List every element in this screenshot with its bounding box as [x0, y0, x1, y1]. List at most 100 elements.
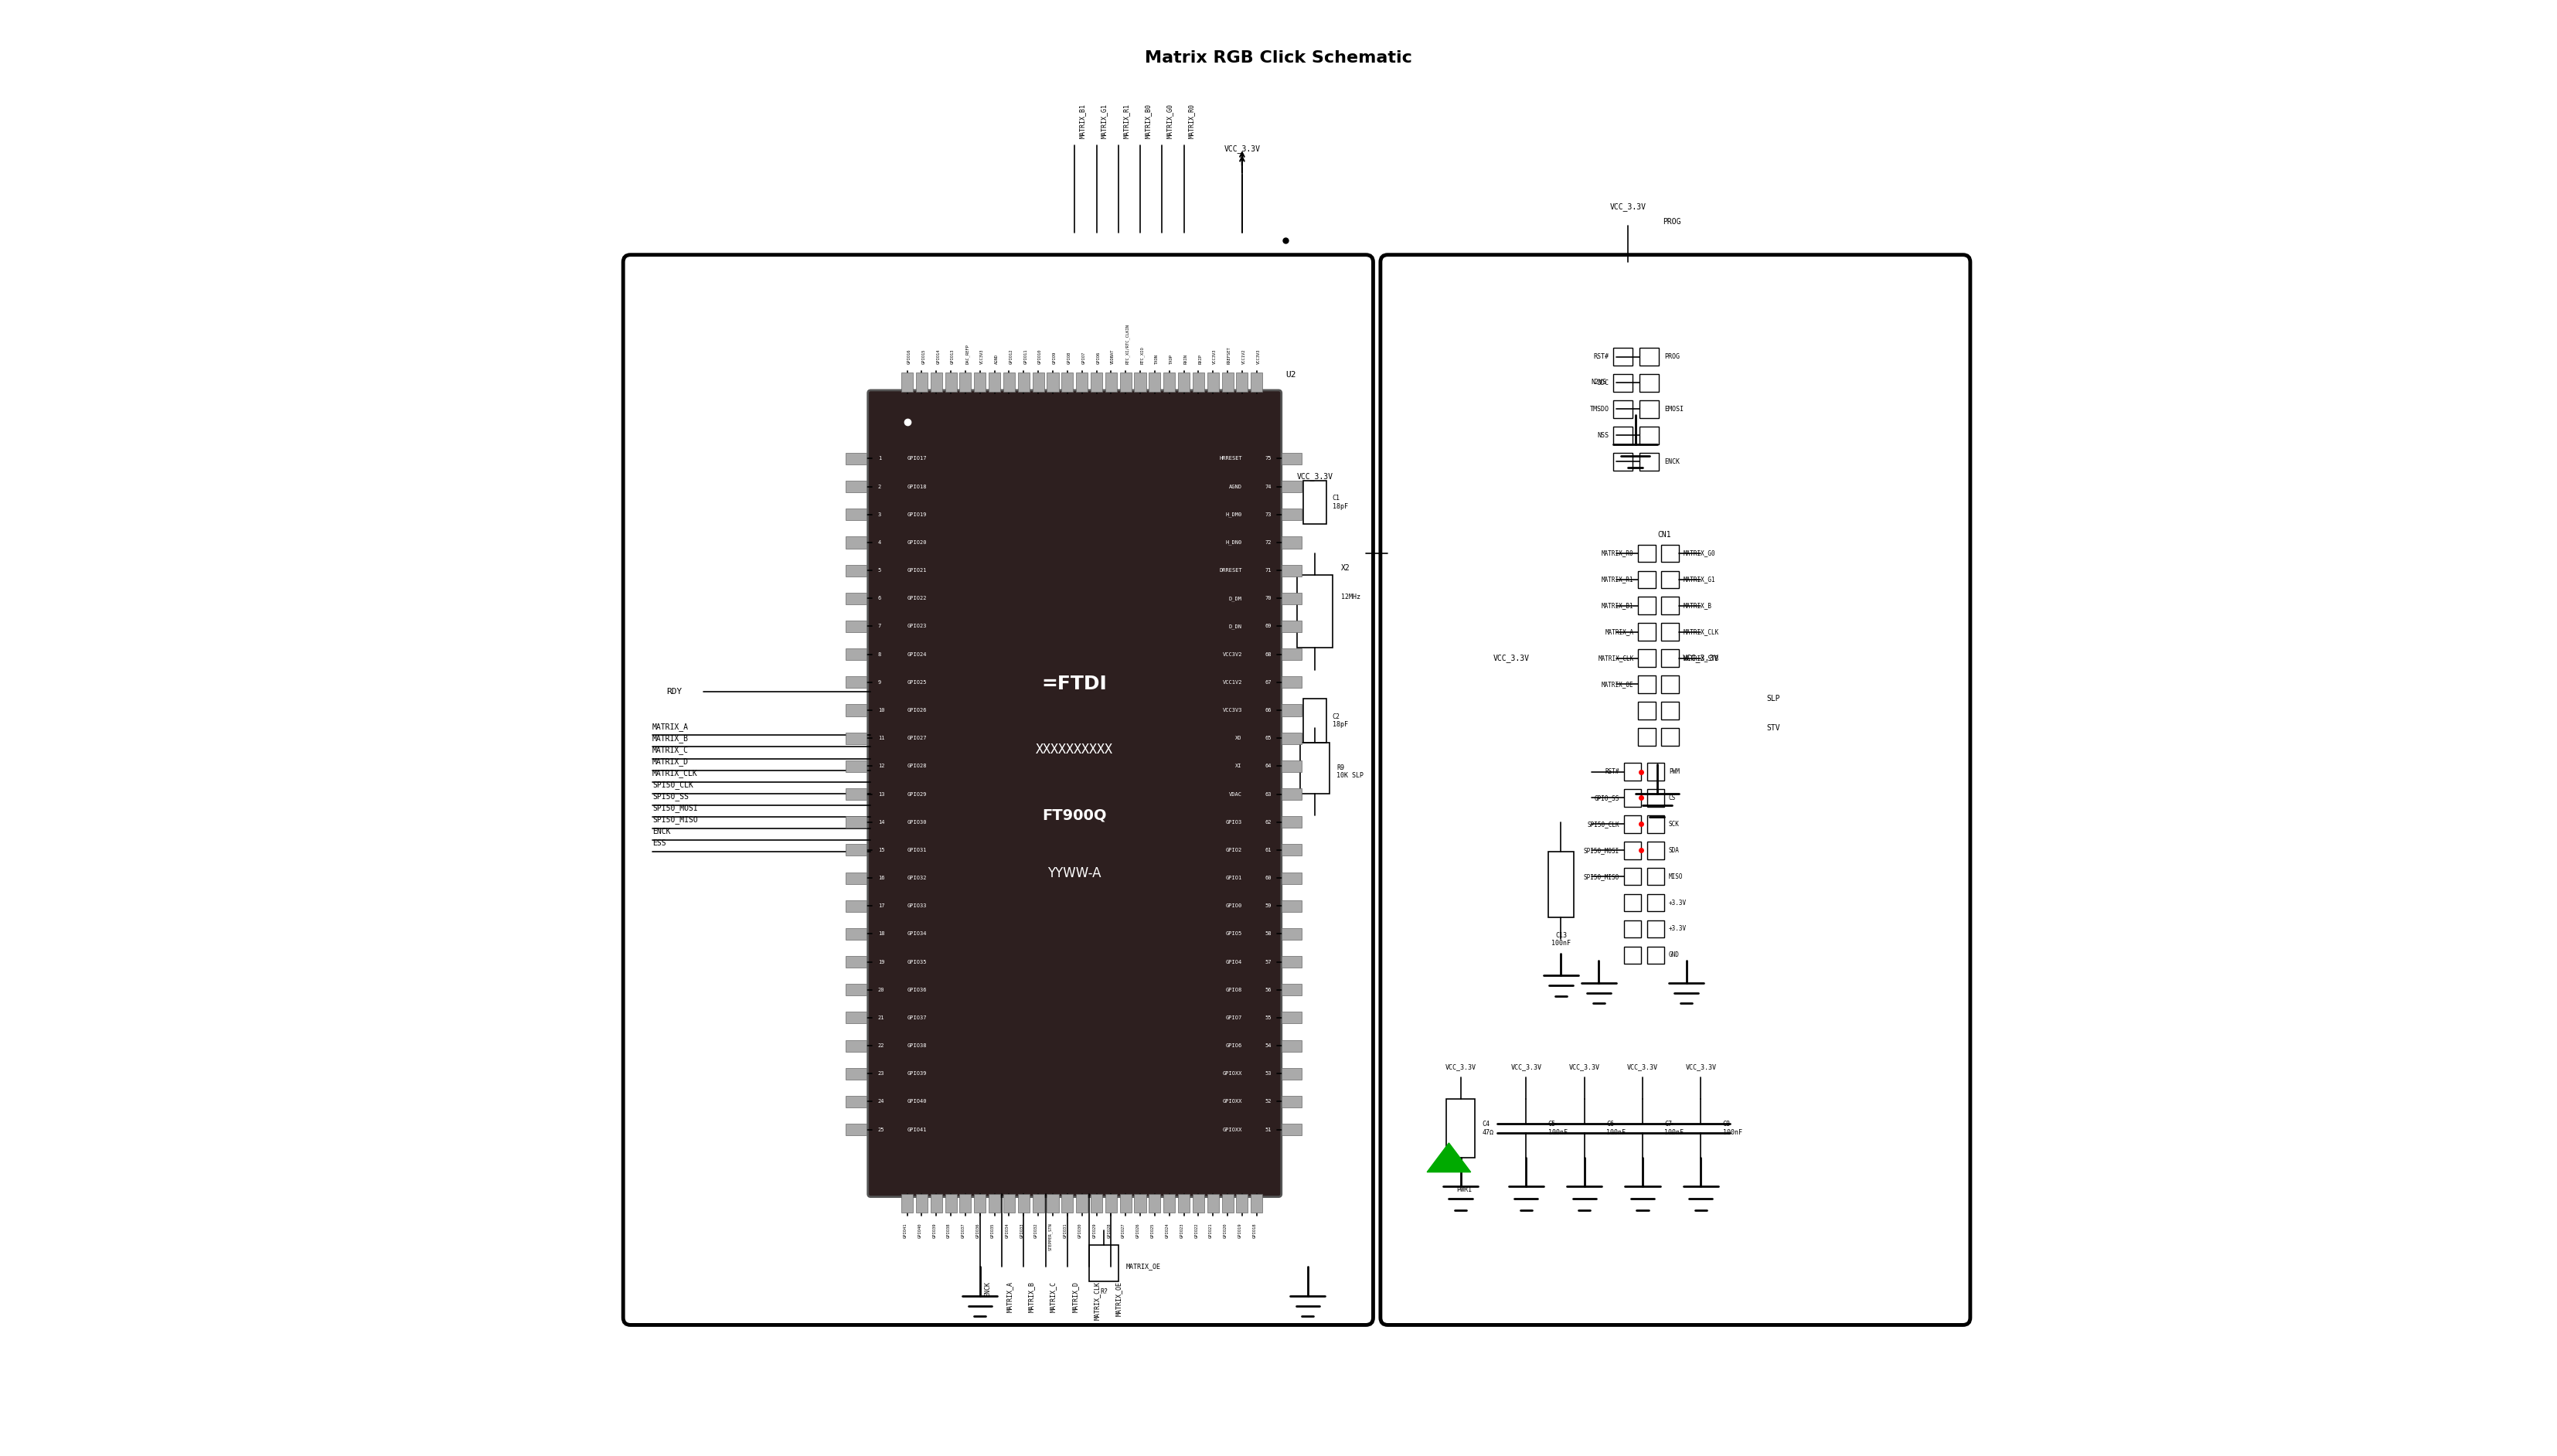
Bar — [1033, 1194, 1043, 1213]
Text: 16: 16 — [877, 875, 885, 881]
Text: GPIO4: GPIO4 — [1225, 960, 1243, 964]
Bar — [1662, 545, 1680, 562]
Text: GPIO26: GPIO26 — [1135, 1223, 1140, 1238]
Bar — [846, 1012, 867, 1024]
Text: GPIO30: GPIO30 — [1079, 1223, 1082, 1238]
Text: NSS: NSS — [1598, 432, 1608, 438]
Text: VCC_3.3V: VCC_3.3V — [1570, 1063, 1601, 1070]
Bar — [846, 760, 867, 772]
Bar — [1076, 373, 1087, 392]
Text: TXOP: TXOP — [1169, 354, 1174, 364]
Text: VCC1V2: VCC1V2 — [1243, 349, 1245, 364]
Text: SDA: SDA — [1670, 847, 1680, 853]
Text: GPIO28: GPIO28 — [1107, 1223, 1112, 1238]
Bar — [1018, 373, 1030, 392]
Text: VCC_3.3V: VCC_3.3V — [1685, 1063, 1716, 1070]
Text: GPIO23: GPIO23 — [908, 625, 926, 629]
Text: GPIO22: GPIO22 — [908, 596, 926, 601]
Bar — [1179, 1194, 1189, 1213]
Text: SPI50_CLK: SPI50_CLK — [652, 780, 693, 789]
Text: 15: 15 — [877, 847, 885, 852]
Text: SPI50_MISO: SPI50_MISO — [1583, 874, 1619, 879]
Bar — [1281, 1124, 1302, 1136]
Bar — [846, 817, 867, 828]
Text: ENCK: ENCK — [984, 1281, 992, 1297]
Bar — [1281, 677, 1302, 689]
Bar — [1018, 1194, 1030, 1213]
Bar — [1639, 728, 1657, 745]
Bar — [1639, 400, 1659, 418]
Text: VCC_3.3V: VCC_3.3V — [1683, 654, 1718, 662]
Text: GPIO14: GPIO14 — [936, 349, 941, 364]
Text: VCC_3.3V: VCC_3.3V — [1626, 1063, 1657, 1070]
Bar — [1192, 1194, 1204, 1213]
Bar — [846, 453, 867, 464]
Text: MATRIX_G0: MATRIX_G0 — [1166, 103, 1174, 138]
Bar — [1639, 597, 1657, 614]
Text: MATRIX_C: MATRIX_C — [1051, 1281, 1056, 1312]
Text: GPIO28: GPIO28 — [908, 764, 926, 769]
Text: RTC_XI/RTC_CLKIN: RTC_XI/RTC_CLKIN — [1125, 323, 1130, 364]
Bar — [1613, 453, 1631, 470]
Bar — [1613, 374, 1631, 392]
Text: GPIO35: GPIO35 — [908, 960, 926, 964]
Bar — [1662, 649, 1680, 667]
Text: VCC1V2: VCC1V2 — [1222, 680, 1243, 684]
Text: GPIO32: GPIO32 — [908, 875, 926, 881]
Text: GPIO33: GPIO33 — [1020, 1223, 1023, 1238]
Text: 69: 69 — [1266, 625, 1271, 629]
Text: GPIO35: GPIO35 — [990, 1223, 995, 1238]
Text: MATRIX_B1: MATRIX_B1 — [1079, 103, 1087, 138]
Text: 20: 20 — [877, 987, 885, 992]
Bar — [846, 1040, 867, 1051]
Bar — [1296, 575, 1332, 648]
Bar — [846, 927, 867, 939]
Text: GPIOXX: GPIOXX — [1222, 1072, 1243, 1076]
Text: 60: 60 — [1266, 875, 1271, 881]
Text: MATRIX_R1: MATRIX_R1 — [1123, 103, 1130, 138]
Text: 17: 17 — [877, 904, 885, 909]
Bar — [931, 373, 941, 392]
Bar — [1281, 593, 1302, 604]
Bar — [1092, 1194, 1102, 1213]
Bar — [1046, 1194, 1059, 1213]
Text: VCC_3.3V: VCC_3.3V — [1493, 654, 1529, 662]
Text: X2: X2 — [1340, 563, 1350, 572]
Text: 3: 3 — [877, 513, 882, 517]
Text: VCC3V3: VCC3V3 — [979, 349, 984, 364]
Text: GPIO19: GPIO19 — [908, 513, 926, 517]
Text: DDC: DDC — [1598, 380, 1608, 386]
Text: GPIO32: GPIO32 — [1036, 1223, 1038, 1238]
Text: 1: 1 — [877, 456, 882, 462]
Bar — [846, 648, 867, 660]
Text: GPIO24: GPIO24 — [1166, 1223, 1169, 1238]
Bar — [1304, 699, 1327, 743]
Bar — [846, 844, 867, 856]
Bar — [990, 373, 1000, 392]
Bar — [1281, 817, 1302, 828]
Text: 53: 53 — [1266, 1072, 1271, 1076]
Text: VCC3V2: VCC3V2 — [1222, 652, 1243, 657]
Bar — [959, 1194, 972, 1213]
Bar — [1639, 623, 1657, 641]
Bar — [900, 373, 913, 392]
Text: 2: 2 — [877, 485, 882, 489]
Bar — [1639, 453, 1659, 470]
Text: SPI50_MOSI: SPI50_MOSI — [652, 804, 698, 812]
Bar — [1639, 545, 1657, 562]
Text: 72: 72 — [1266, 540, 1271, 545]
Text: GPIO15: GPIO15 — [921, 349, 926, 364]
Bar — [846, 537, 867, 549]
Bar — [1281, 620, 1302, 632]
Text: STEPPER_STN: STEPPER_STN — [1048, 1223, 1053, 1251]
Text: C7
100nF: C7 100nF — [1665, 1121, 1683, 1136]
Bar — [1076, 1194, 1087, 1213]
Text: C1
18pF: C1 18pF — [1332, 495, 1348, 510]
Text: GPIO16: GPIO16 — [908, 349, 910, 364]
Text: MATRIX_A: MATRIX_A — [1606, 629, 1634, 635]
Text: DRRESET: DRRESET — [1220, 568, 1243, 572]
Text: 23: 23 — [877, 1072, 885, 1076]
Bar — [1624, 763, 1642, 780]
Bar — [1281, 1040, 1302, 1051]
Text: GPIO25: GPIO25 — [1151, 1223, 1156, 1238]
